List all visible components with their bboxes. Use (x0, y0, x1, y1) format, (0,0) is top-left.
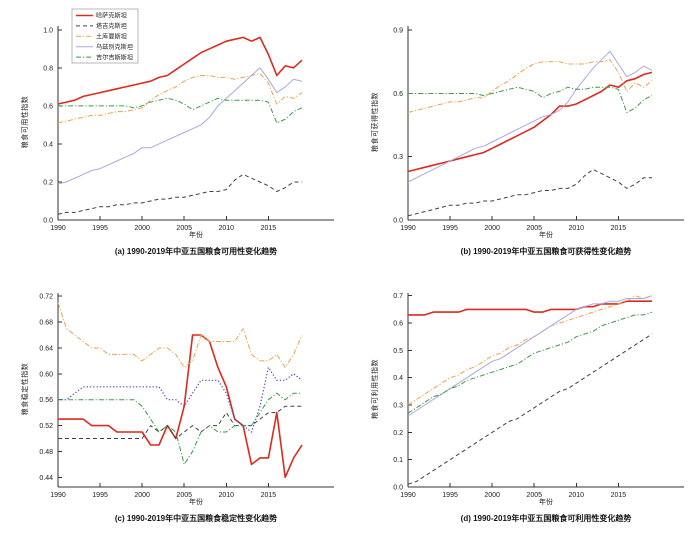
y-tick-label: 0.6 (393, 321, 403, 328)
subplot-caption: (a) 1990-2019年中亚五国粮食可用性变化趋势 (114, 247, 278, 256)
x-tick-label: 2005 (176, 492, 192, 499)
y-tick-label: 0.6 (43, 103, 53, 110)
series-line (407, 168, 652, 217)
x-tick-label: 2010 (569, 225, 585, 232)
y-tick-label: 0.4 (43, 141, 53, 148)
chart-b-canvas: 1990 1995 2000 2005 2010 2015 0.0 0.3 0.6 0.9 (393, 26, 684, 232)
series-line (57, 36, 303, 105)
subplot-caption: (b) 1990-2019年中亚五国粮食可获得性变化趋势 (460, 247, 632, 256)
y-axis-label: 粮食稳定性指数 (22, 362, 29, 416)
x-tick-label: 2015 (611, 492, 627, 499)
series-line (58, 334, 303, 479)
series-line (57, 73, 303, 124)
series-line (407, 59, 653, 113)
x-tick-label: 1990 (50, 225, 66, 232)
y-tick-label: 0.5 (393, 348, 403, 355)
y-tick-label: 1.0 (43, 27, 53, 34)
x-tick-label: 1990 (400, 492, 416, 499)
subplot-a: 1990 1995 2000 2005 2010 2015 0.0 0.2 0.4 0.6 0.8 1… (0, 0, 350, 267)
y-tick-label: 0.68 (39, 320, 53, 327)
x-tick-label: 2000 (484, 492, 500, 499)
x-tick-label: 2000 (484, 225, 500, 232)
series-line (407, 295, 653, 406)
subplot-caption: (d) 1990-2019年中亚五国粮食可利用性变化趋势 (460, 514, 632, 523)
y-tick-label: 0.2 (43, 179, 53, 186)
y-tick-label: 0.8 (43, 65, 53, 72)
y-tick-label: 0.44 (39, 475, 53, 482)
x-tick-label: 1995 (92, 225, 108, 232)
series-line (407, 311, 653, 414)
x-tick-label: 2005 (526, 492, 542, 499)
y-tick-label: 0.2 (393, 430, 403, 437)
y-tick-label: 0.7 (393, 293, 403, 300)
series-line (58, 405, 302, 439)
x-tick-label: 2005 (526, 225, 542, 232)
subplot-caption: (c) 1990-2019年中亚五国粮食稳定性变化趋势 (114, 514, 278, 523)
legend-item-label: 哈萨克斯坦 (96, 12, 127, 20)
y-tick-label: 0.48 (39, 449, 53, 456)
x-tick-label: 2015 (611, 225, 627, 232)
legend-item-label: 乌兹别克斯坦 (96, 43, 133, 51)
y-tick-label: 0.60 (39, 371, 53, 378)
subplot-b: 1990 1995 2000 2005 2010 2015 0.0 0.3 0.6 0.9 粮食可… (350, 0, 700, 267)
x-tick-label: 1990 (50, 492, 66, 499)
y-tick-label: 0.3 (393, 154, 403, 161)
x-tick-label: 2015 (261, 492, 277, 499)
y-tick-label: 0.0 (43, 218, 53, 225)
y-tick-label: 0.6 (393, 91, 403, 98)
x-tick-label: 1995 (442, 492, 458, 499)
series-line (408, 300, 652, 316)
x-tick-label: 2000 (134, 492, 150, 499)
series-line (407, 71, 653, 173)
x-tick-label: 1995 (442, 225, 458, 232)
x-tick-label: 2010 (219, 225, 235, 232)
x-axis-label: 年份 (189, 232, 203, 239)
series-line (57, 173, 302, 215)
series-line (58, 392, 302, 465)
y-tick-label: 0.0 (393, 218, 403, 225)
x-tick-label: 2005 (176, 225, 192, 232)
x-axis-label: 年份 (539, 232, 553, 239)
y-tick-label: 0.72 (39, 294, 53, 301)
series-line (407, 295, 653, 417)
x-tick-label: 2010 (219, 492, 235, 499)
chart-a-canvas: 1990 1995 2000 2005 2010 2015 0.0 0.2 0.4 0.6 0.8 1… (43, 8, 334, 232)
subplot-c: 1990 1995 2000 2005 2010 2015 0.44 0.48 0.52 0.56… (0, 267, 350, 534)
chart-d-canvas: 1990 1995 2000 2005 2010 2015 0.0 0.1 0.2 0.3 0.4 0… (393, 293, 684, 499)
y-axis-label: 粮食可用性指数 (22, 95, 29, 149)
series-line (407, 50, 653, 183)
y-axis-label: 粮食可利用性指数 (372, 359, 379, 419)
y-tick-label: 0.4 (393, 375, 403, 382)
y-tick-label: 0.9 (393, 28, 403, 35)
x-axis-label: 年份 (189, 499, 203, 506)
y-tick-label: 0.3 (393, 403, 403, 410)
y-tick-label: 0.64 (39, 345, 53, 352)
series-line (57, 67, 303, 185)
y-axis-label: 粮食可获得性指数 (372, 92, 379, 152)
legend-item-label: 吉尔吉斯斯坦 (96, 53, 133, 61)
y-tick-label: 0.52 (39, 423, 53, 430)
series-line (57, 302, 303, 368)
y-tick-label: 0.0 (393, 485, 403, 492)
chart-c-canvas: 1990 1995 2000 2005 2010 2015 0.44 0.48 0.52 0.56… (39, 293, 334, 499)
legend-item-label: 塔吉克斯坦 (96, 22, 127, 30)
series-line (58, 97, 303, 124)
y-tick-label: 0.56 (39, 397, 53, 404)
x-tick-label: 1995 (92, 492, 108, 499)
x-tick-label: 1990 (400, 225, 416, 232)
x-axis-label: 年份 (539, 499, 553, 506)
y-tick-label: 0.1 (393, 457, 403, 464)
x-tick-label: 2000 (134, 225, 150, 232)
x-tick-label: 2015 (261, 225, 277, 232)
legend-item-label: 土库曼斯坦 (96, 33, 127, 41)
subplot-d: 1990 1995 2000 2005 2010 2015 0.0 0.1 0.2 0.3 0.4 0… (350, 267, 700, 534)
x-tick-label: 2010 (569, 492, 585, 499)
series-line (407, 333, 653, 485)
series-line (408, 86, 653, 113)
